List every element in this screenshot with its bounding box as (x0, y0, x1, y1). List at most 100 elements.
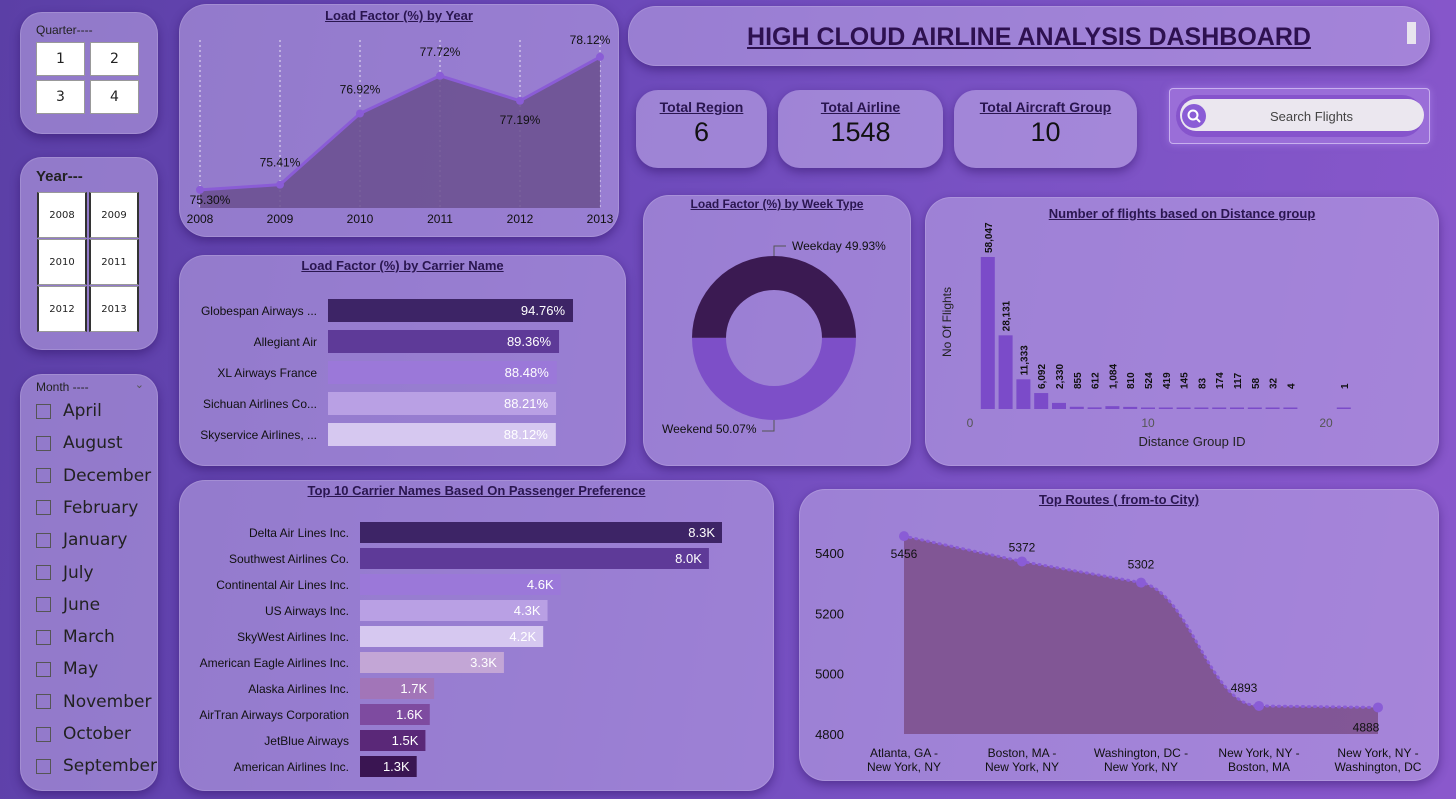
data-label: 88.48% (505, 365, 550, 380)
month-label: December (63, 465, 152, 486)
data-label: 1.5K (392, 733, 419, 748)
month-option-february[interactable]: February (36, 498, 138, 518)
month-option-june[interactable]: June (36, 595, 100, 615)
data-point (436, 71, 444, 80)
bar (1194, 407, 1209, 409)
data-point (899, 531, 909, 542)
x-tick-label: New York, NY (985, 760, 1059, 774)
checkbox[interactable] (36, 500, 51, 516)
month-option-september[interactable]: September (36, 756, 157, 776)
bar (360, 652, 504, 673)
month-option-november[interactable]: November (36, 692, 151, 712)
y-tick-label: 4800 (815, 727, 844, 742)
checkbox[interactable] (36, 532, 51, 548)
chevron-down-icon[interactable]: ⌄ (134, 379, 144, 391)
data-label: 11,333 (1019, 345, 1030, 375)
search-icon[interactable] (1182, 104, 1206, 128)
y-tick-label: 5200 (815, 606, 844, 621)
bar (360, 600, 548, 621)
month-label: January (63, 530, 128, 551)
quarter-slicer-title: Quarter---- (36, 23, 93, 37)
chart-title: Number of flights based on Distance grou… (1048, 206, 1316, 221)
data-label: 612 (1091, 372, 1102, 389)
x-tick-label: Boston, MA - (988, 746, 1057, 760)
bar (328, 299, 573, 322)
bar (1087, 407, 1102, 409)
checkbox[interactable] (36, 435, 51, 451)
month-option-october[interactable]: October (36, 724, 131, 744)
kpi-total-region: Total Region 6 (636, 90, 767, 168)
data-label: 1.6K (396, 707, 423, 722)
data-label: 1 (1340, 383, 1351, 389)
kpi-value: 10 (1030, 117, 1061, 147)
checkbox[interactable] (36, 726, 51, 742)
month-label: November (63, 691, 152, 712)
x-tick-label: 2013 (587, 212, 614, 226)
bar (1105, 406, 1120, 409)
kpi-label: Total Airline (820, 99, 901, 115)
year-tile-2012[interactable]: 2012 (37, 286, 87, 332)
checkbox[interactable] (36, 661, 51, 677)
data-label: 83 (1197, 377, 1208, 389)
month-slicer: Month ---- ⌄ April August December February… (20, 374, 158, 791)
month-option-july[interactable]: July (36, 563, 94, 583)
search-input[interactable]: Search Flights (1269, 109, 1354, 124)
checkbox[interactable] (36, 758, 51, 774)
bar (998, 335, 1013, 409)
data-label: 78.12% (570, 33, 611, 47)
month-option-august[interactable]: August (36, 433, 123, 453)
scroll-handle[interactable] (1407, 22, 1416, 44)
checkbox[interactable] (36, 565, 51, 580)
load-factor-year-chart: 75.30% 2008 75.41% 2009 76.92% 2010 77.72% 2011… (187, 33, 614, 226)
data-label: 4.2K (509, 629, 536, 644)
x-tick-label: Washington, DC - (1094, 746, 1188, 760)
month-option-december[interactable]: December (36, 466, 151, 486)
checkbox[interactable] (36, 694, 51, 710)
x-tick-label: Washington, DC (1335, 760, 1422, 774)
category-label: American Airlines Inc. (234, 760, 349, 774)
search-box[interactable]: Search Flights (1169, 88, 1430, 144)
x-tick-label: Atlanta, GA - (870, 746, 938, 760)
leader-line (773, 245, 786, 256)
bar (1141, 407, 1155, 409)
checkbox[interactable] (36, 597, 51, 613)
month-option-may[interactable]: May (36, 659, 98, 679)
checkbox[interactable] (36, 468, 51, 484)
quarter-tile-4[interactable]: 4 (90, 80, 139, 114)
category-label: JetBlue Airways (264, 734, 349, 748)
year-slicer: Year--- 2008 2009 2010 2011 2012 2013 (20, 157, 158, 350)
bar (360, 522, 722, 543)
year-tile-2008[interactable]: 2008 (37, 192, 87, 238)
bar (1158, 407, 1173, 409)
data-label: 810 (1126, 372, 1137, 389)
quarter-tile-3[interactable]: 3 (36, 80, 85, 114)
year-tile-2011[interactable]: 2011 (89, 239, 139, 285)
year-tile-2009[interactable]: 2009 (89, 192, 139, 238)
x-tick-label: 0 (967, 416, 974, 430)
bar (328, 423, 556, 446)
x-tick-label: 20 (1319, 416, 1333, 430)
data-label: 89.36% (507, 334, 552, 349)
chart-title: Top Routes ( from-to City) (1038, 492, 1200, 507)
month-option-january[interactable]: January (36, 530, 127, 550)
data-label: 58,047 (984, 222, 995, 253)
area-fill (904, 536, 1378, 734)
data-label: 4893 (1231, 681, 1258, 695)
data-label: 28,131 (1002, 300, 1013, 331)
checkbox[interactable] (36, 629, 51, 645)
checkbox[interactable] (36, 403, 51, 419)
bar (1034, 393, 1049, 409)
bar (1230, 407, 1244, 409)
bar (1176, 407, 1191, 409)
bar (360, 626, 544, 647)
year-tile-2013[interactable]: 2013 (89, 286, 139, 332)
year-tile-2010[interactable]: 2010 (37, 239, 87, 285)
month-label: September (63, 756, 157, 777)
quarter-tile-2[interactable]: 2 (90, 42, 139, 76)
category-label: SkyWest Airlines Inc. (237, 630, 349, 644)
month-option-march[interactable]: March (36, 627, 115, 647)
data-label: 524 (1144, 372, 1155, 389)
data-label: 3.3K (470, 655, 497, 670)
quarter-tile-1[interactable]: 1 (36, 42, 85, 76)
month-option-april[interactable]: April (36, 401, 102, 421)
